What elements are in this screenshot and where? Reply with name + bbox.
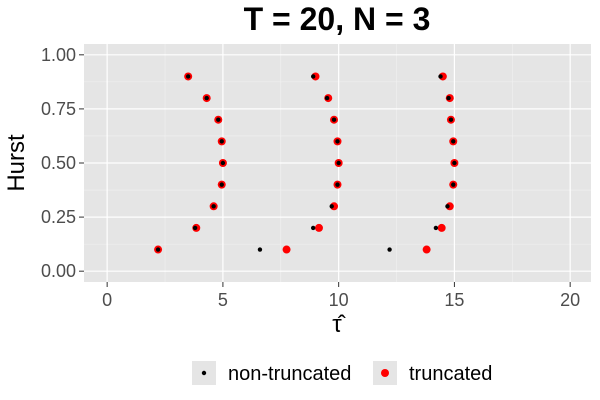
series-layer <box>154 72 459 254</box>
point-non-truncated <box>433 225 439 231</box>
point-non-truncated <box>219 139 224 144</box>
point-non-truncated <box>438 74 443 79</box>
legend-marker-non-truncated <box>201 370 207 376</box>
point-non-truncated <box>324 95 330 101</box>
point-non-truncated <box>211 204 216 209</box>
x-tick-label: 10 <box>329 290 349 310</box>
y-tick-label: 1.00 <box>41 45 76 65</box>
y-tick-label: 0.75 <box>41 99 76 119</box>
y-axis-title: Hurst <box>3 134 30 192</box>
point-truncated <box>437 223 446 232</box>
y-axis-ticks: 0.00 0.25 0.50 0.75 1.00 <box>41 45 84 281</box>
legend-label-non-truncated: non-truncated <box>228 363 351 385</box>
point-non-truncated <box>192 225 198 231</box>
point-non-truncated <box>335 182 340 187</box>
chart-title: T = 20, N = 3 <box>244 1 431 37</box>
point-non-truncated <box>219 182 224 187</box>
point-non-truncated <box>204 95 209 101</box>
point-non-truncated <box>336 160 341 166</box>
point-non-truncated <box>387 247 392 252</box>
point-non-truncated <box>329 204 334 209</box>
x-axis-ticks: 0 5 10 15 20 <box>102 282 580 310</box>
point-non-truncated <box>331 117 337 122</box>
point-non-truncated <box>310 225 316 231</box>
point-non-truncated <box>452 160 457 166</box>
point-non-truncated <box>220 160 226 166</box>
grid-minor <box>84 44 591 282</box>
y-tick-label: 0.25 <box>41 207 76 227</box>
point-non-truncated <box>185 74 191 79</box>
point-truncated <box>282 245 291 254</box>
point-non-truncated <box>445 204 450 209</box>
x-tick-label: 0 <box>102 290 112 310</box>
point-non-truncated <box>448 117 454 122</box>
legend-marker-truncated <box>381 369 389 377</box>
x-tick-label: 20 <box>560 290 580 310</box>
point-non-truncated <box>216 117 221 122</box>
point-non-truncated <box>451 182 456 187</box>
legend: non-truncated truncated <box>192 361 492 385</box>
x-tick-label: 5 <box>218 290 228 310</box>
point-truncated <box>314 223 323 232</box>
x-tick-label: 15 <box>444 290 464 310</box>
y-tick-label: 0.00 <box>41 261 76 281</box>
point-non-truncated <box>310 74 316 79</box>
point-truncated <box>422 245 431 254</box>
legend-label-truncated: truncated <box>409 363 492 385</box>
point-non-truncated <box>257 247 263 252</box>
point-non-truncated <box>446 95 451 101</box>
point-non-truncated <box>335 139 340 144</box>
point-non-truncated <box>451 139 456 144</box>
point-non-truncated <box>155 247 161 252</box>
y-tick-label: 0.50 <box>41 153 76 173</box>
